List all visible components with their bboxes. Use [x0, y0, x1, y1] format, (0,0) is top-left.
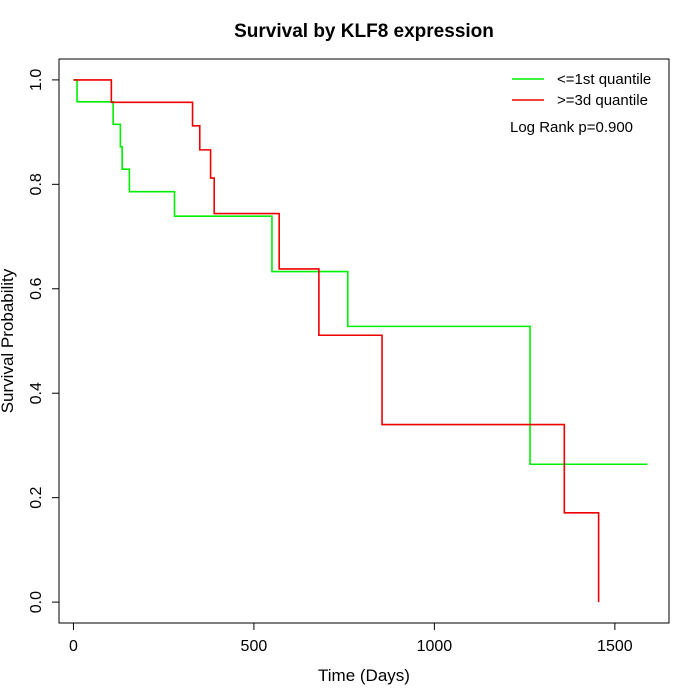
x-tick-label: 500 [241, 638, 268, 655]
y-tick-label: 1.0 [28, 69, 45, 91]
plot-frame [58, 58, 670, 624]
x-axis: 0 500 1000 1500 [69, 622, 633, 655]
y-axis-label: Survival Probability [0, 268, 17, 413]
log-rank-annotation: Log Rank p=0.900 [510, 119, 633, 136]
x-tick-label: 0 [69, 638, 78, 655]
y-tick-label: 0.6 [28, 278, 45, 300]
legend-label-1: >=3d quantile [557, 92, 648, 109]
series-line-0 [73, 79, 648, 466]
x-tick-label: 1500 [597, 638, 633, 655]
x-axis-label: Time (Days) [318, 666, 410, 685]
legend: <=1st quantile >=3d quantile [512, 71, 651, 109]
y-axis: 0.0 0.2 0.4 0.6 0.8 1.0 [28, 69, 60, 613]
y-tick-label: 0.0 [28, 591, 45, 613]
legend-label-0: <=1st quantile [557, 71, 651, 88]
y-tick-label: 0.2 [28, 486, 45, 508]
chart-title: Survival by KLF8 expression [234, 21, 494, 42]
y-tick-label: 0.4 [28, 382, 45, 404]
y-tick-label: 0.8 [28, 173, 45, 195]
series-layer [73, 79, 648, 603]
series-line-1 [73, 79, 600, 603]
x-tick-label: 1000 [417, 638, 453, 655]
